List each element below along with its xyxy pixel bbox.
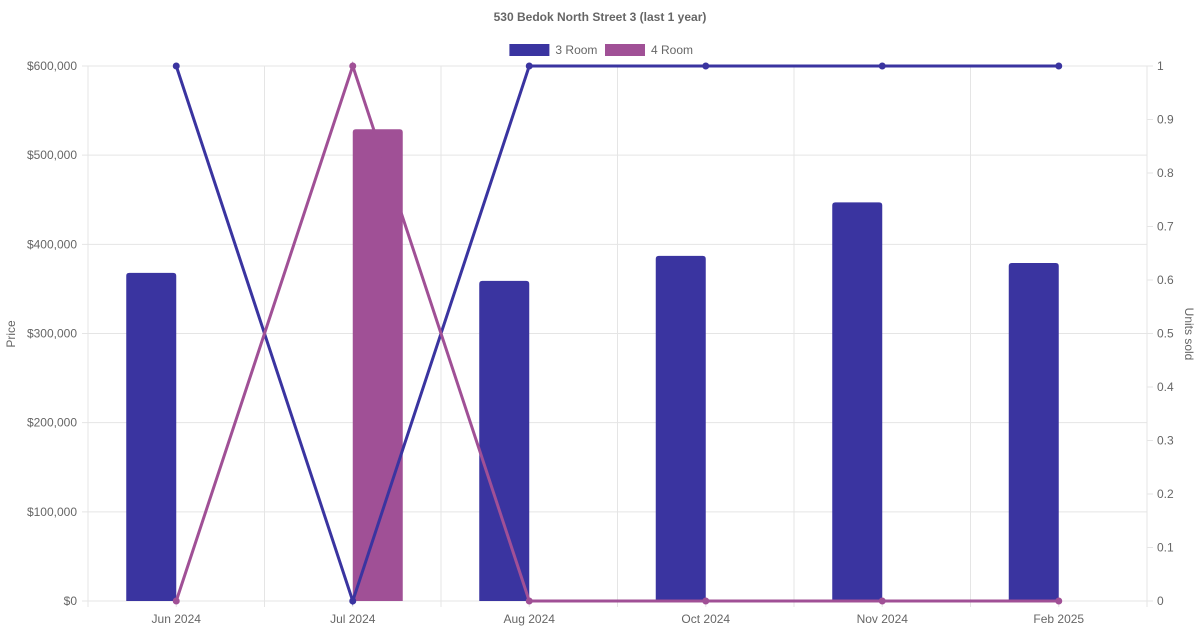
- bar-3-room: [655, 255, 706, 602]
- right-tick-label: 0.1: [1157, 541, 1174, 555]
- x-tick-label: Feb 2025: [1033, 612, 1084, 626]
- point-4-room: [349, 62, 357, 70]
- x-axis: Jun 2024 Jul 2024 Aug 2024 Oct 2024 Nov 2024…: [152, 601, 1084, 626]
- point-4-room: [878, 597, 886, 605]
- left-axis: $0 $100,000 $200,000 $300,000 $400,000 $500,0…: [27, 59, 77, 608]
- point-3-room: [525, 62, 533, 70]
- right-tick-label: 0.9: [1157, 113, 1174, 127]
- right-tick-label: 0.4: [1157, 380, 1174, 394]
- legend-label: 3 Room: [555, 43, 597, 57]
- point-3-room: [878, 62, 886, 70]
- left-axis-title: Price: [4, 320, 18, 348]
- legend-swatch: [605, 44, 645, 56]
- bar-3-room: [1008, 263, 1059, 601]
- point-3-room: [702, 62, 710, 70]
- right-tick-label: 0.5: [1157, 327, 1174, 341]
- legend-swatch: [509, 44, 550, 56]
- point-3-room: [349, 597, 357, 605]
- right-tick-label: 1: [1157, 59, 1164, 73]
- bar-3-room: [479, 280, 530, 601]
- left-tick-label: $0: [64, 594, 78, 608]
- point-4-room: [1055, 597, 1063, 605]
- right-axis: 0 0.1 0.2 0.3 0.4 0.5 0.6 0.7 0.8 0.9 1: [1147, 59, 1174, 608]
- point-4-room: [702, 597, 710, 605]
- x-tick-label: Jul 2024: [330, 612, 376, 626]
- line-3-room: [174, 64, 1059, 606]
- point-4-room: [525, 597, 533, 605]
- bar-3-room: [126, 272, 177, 601]
- bar-3-room: [832, 202, 883, 602]
- left-tick-label: $300,000: [27, 327, 77, 341]
- left-tick-label: $100,000: [27, 505, 77, 519]
- right-tick-label: 0.2: [1157, 487, 1174, 501]
- x-tick-label: Oct 2024: [681, 612, 730, 626]
- line-4-room: [174, 61, 1059, 603]
- bar-4-room: [352, 129, 403, 601]
- left-tick-label: $500,000: [27, 148, 77, 162]
- x-tick-label: Jun 2024: [152, 612, 202, 626]
- x-tick-label: Nov 2024: [857, 612, 909, 626]
- right-tick-label: 0.8: [1157, 166, 1174, 180]
- left-tick-label: $200,000: [27, 416, 77, 430]
- right-tick-label: 0.3: [1157, 434, 1174, 448]
- point-3-room: [172, 62, 180, 70]
- point-4-room: [172, 597, 180, 605]
- grid: [82, 65, 1148, 607]
- left-tick-label: $400,000: [27, 237, 77, 251]
- point-3-room: [1055, 62, 1063, 70]
- right-tick-label: 0.7: [1157, 220, 1174, 234]
- right-axis-title: Units sold: [1182, 308, 1196, 361]
- right-tick-label: 0.6: [1157, 273, 1174, 287]
- right-tick-label: 0: [1157, 594, 1164, 608]
- lines: [172, 61, 1063, 606]
- x-tick-label: Aug 2024: [504, 612, 556, 626]
- bars: [126, 129, 1059, 602]
- left-tick-label: $600,000: [27, 59, 77, 73]
- chart-title: 530 Bedok North Street 3 (last 1 year): [494, 10, 707, 24]
- legend-label: 4 Room: [651, 43, 693, 57]
- legend: 3 Room 4 Room: [509, 43, 693, 57]
